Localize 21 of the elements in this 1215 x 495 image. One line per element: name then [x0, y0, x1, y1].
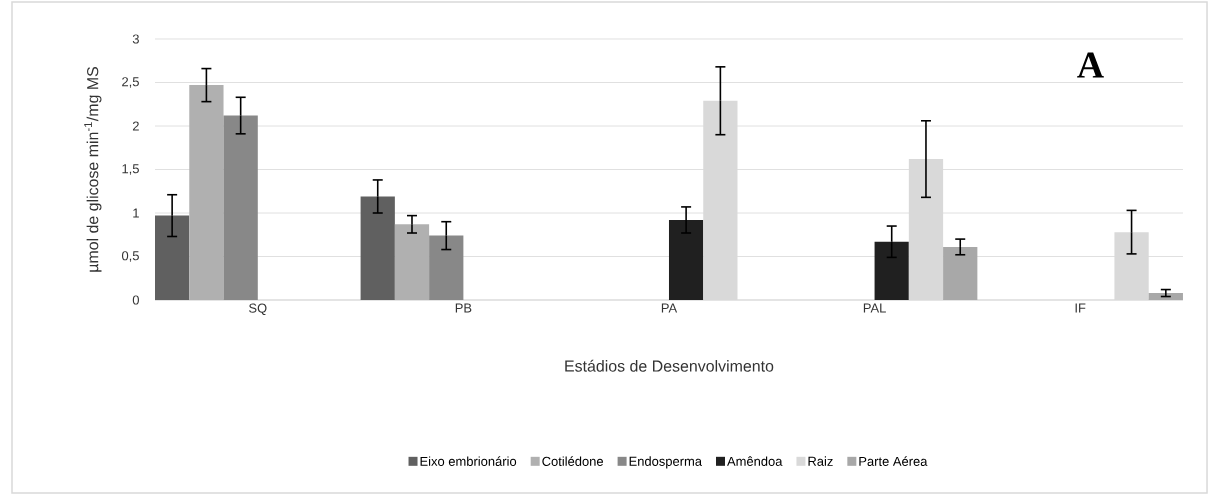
x-tick-label: PAL	[863, 303, 886, 313]
legend-label: Endosperma	[629, 456, 703, 469]
annotation: A	[1077, 52, 1104, 78]
x-axis-title: Estádios de Desenvolvimento	[565, 359, 774, 372]
legend-label: Cotilédone	[542, 456, 604, 466]
y-tick-label: 0,5	[121, 251, 139, 262]
y-tick-label: 3	[132, 34, 139, 44]
y-tick-label: 2	[132, 121, 139, 131]
y-axis-title: µmol de glicose min$^{-1}$/mg MS	[84, 66, 102, 272]
y-tick-label: 2,5	[122, 77, 139, 88]
x-tick-label: IF	[1075, 303, 1086, 313]
x-tick-label: SQ	[249, 303, 267, 316]
y-tick-label: 1,5	[122, 164, 139, 175]
y-tick-label: 1	[133, 208, 139, 218]
x-tick-label: PB	[455, 303, 472, 313]
legend-label: Amêndoa	[727, 456, 783, 466]
legend-label: Eixo embrionário	[420, 456, 517, 466]
x-tick-label: PA	[661, 303, 678, 313]
legend-label: Parte Aérea	[859, 456, 928, 466]
y-tick-label: 0	[132, 295, 139, 305]
legend-label: Raiz	[808, 456, 833, 466]
